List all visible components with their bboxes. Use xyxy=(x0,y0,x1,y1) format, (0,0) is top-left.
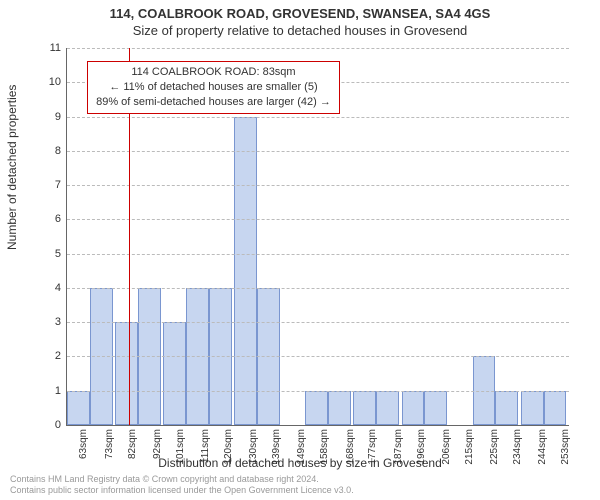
x-tick-label: 92sqm xyxy=(152,429,163,459)
y-tick-label: 1 xyxy=(55,385,61,397)
page-title: 114, COALBROOK ROAD, GROVESEND, SWANSEA,… xyxy=(0,6,600,21)
gridline xyxy=(67,219,569,220)
y-tick-label: 6 xyxy=(55,213,61,225)
infobox-line: ← 11% of detached houses are smaller (5) xyxy=(96,80,331,95)
histogram-bar xyxy=(115,322,138,425)
gridline xyxy=(67,356,569,357)
gridline xyxy=(67,254,569,255)
infobox-line: 89% of semi-detached houses are larger (… xyxy=(96,95,331,110)
y-tick-label: 2 xyxy=(55,350,61,362)
license-footer: Contains HM Land Registry data © Crown c… xyxy=(10,474,354,497)
y-tick-label: 8 xyxy=(55,145,61,157)
x-tick-label: 82sqm xyxy=(127,429,138,459)
histogram-bar xyxy=(305,391,328,425)
histogram-bar xyxy=(424,391,447,425)
x-tick-label: 63sqm xyxy=(78,429,89,459)
histogram-bar xyxy=(521,391,544,425)
property-info-box: 114 COALBROOK ROAD: 83sqm← 11% of detach… xyxy=(87,61,340,114)
x-tick-label: 73sqm xyxy=(104,429,115,459)
histogram-bar xyxy=(163,322,186,425)
infobox-line: 114 COALBROOK ROAD: 83sqm xyxy=(96,65,331,80)
footer-line2: Contains public sector information licen… xyxy=(10,485,354,496)
histogram-chart: 0123456789101163sqm73sqm82sqm92sqm101sqm… xyxy=(66,48,569,426)
gridline xyxy=(67,48,569,49)
gridline xyxy=(67,322,569,323)
histogram-bar xyxy=(495,391,518,425)
gridline xyxy=(67,151,569,152)
page-subtitle: Size of property relative to detached ho… xyxy=(0,23,600,38)
histogram-bar xyxy=(376,391,399,425)
x-axis-label: Distribution of detached houses by size … xyxy=(0,456,600,470)
gridline xyxy=(67,185,569,186)
y-tick-label: 0 xyxy=(55,419,61,431)
y-tick-label: 9 xyxy=(55,111,61,123)
y-tick-label: 7 xyxy=(55,179,61,191)
y-tick-label: 3 xyxy=(55,316,61,328)
histogram-bar xyxy=(67,391,90,425)
y-tick-label: 10 xyxy=(49,76,61,88)
histogram-bar xyxy=(544,391,567,425)
histogram-bar xyxy=(234,117,257,425)
histogram-bar xyxy=(353,391,376,425)
y-tick-label: 11 xyxy=(50,42,61,54)
y-tick-label: 5 xyxy=(55,248,61,260)
gridline xyxy=(67,391,569,392)
histogram-bar xyxy=(328,391,351,425)
gridline xyxy=(67,117,569,118)
gridline xyxy=(67,288,569,289)
histogram-bar xyxy=(402,391,425,425)
footer-line1: Contains HM Land Registry data © Crown c… xyxy=(10,474,354,485)
y-tick-label: 4 xyxy=(55,282,61,294)
y-axis-label: Number of detached properties xyxy=(5,85,19,250)
